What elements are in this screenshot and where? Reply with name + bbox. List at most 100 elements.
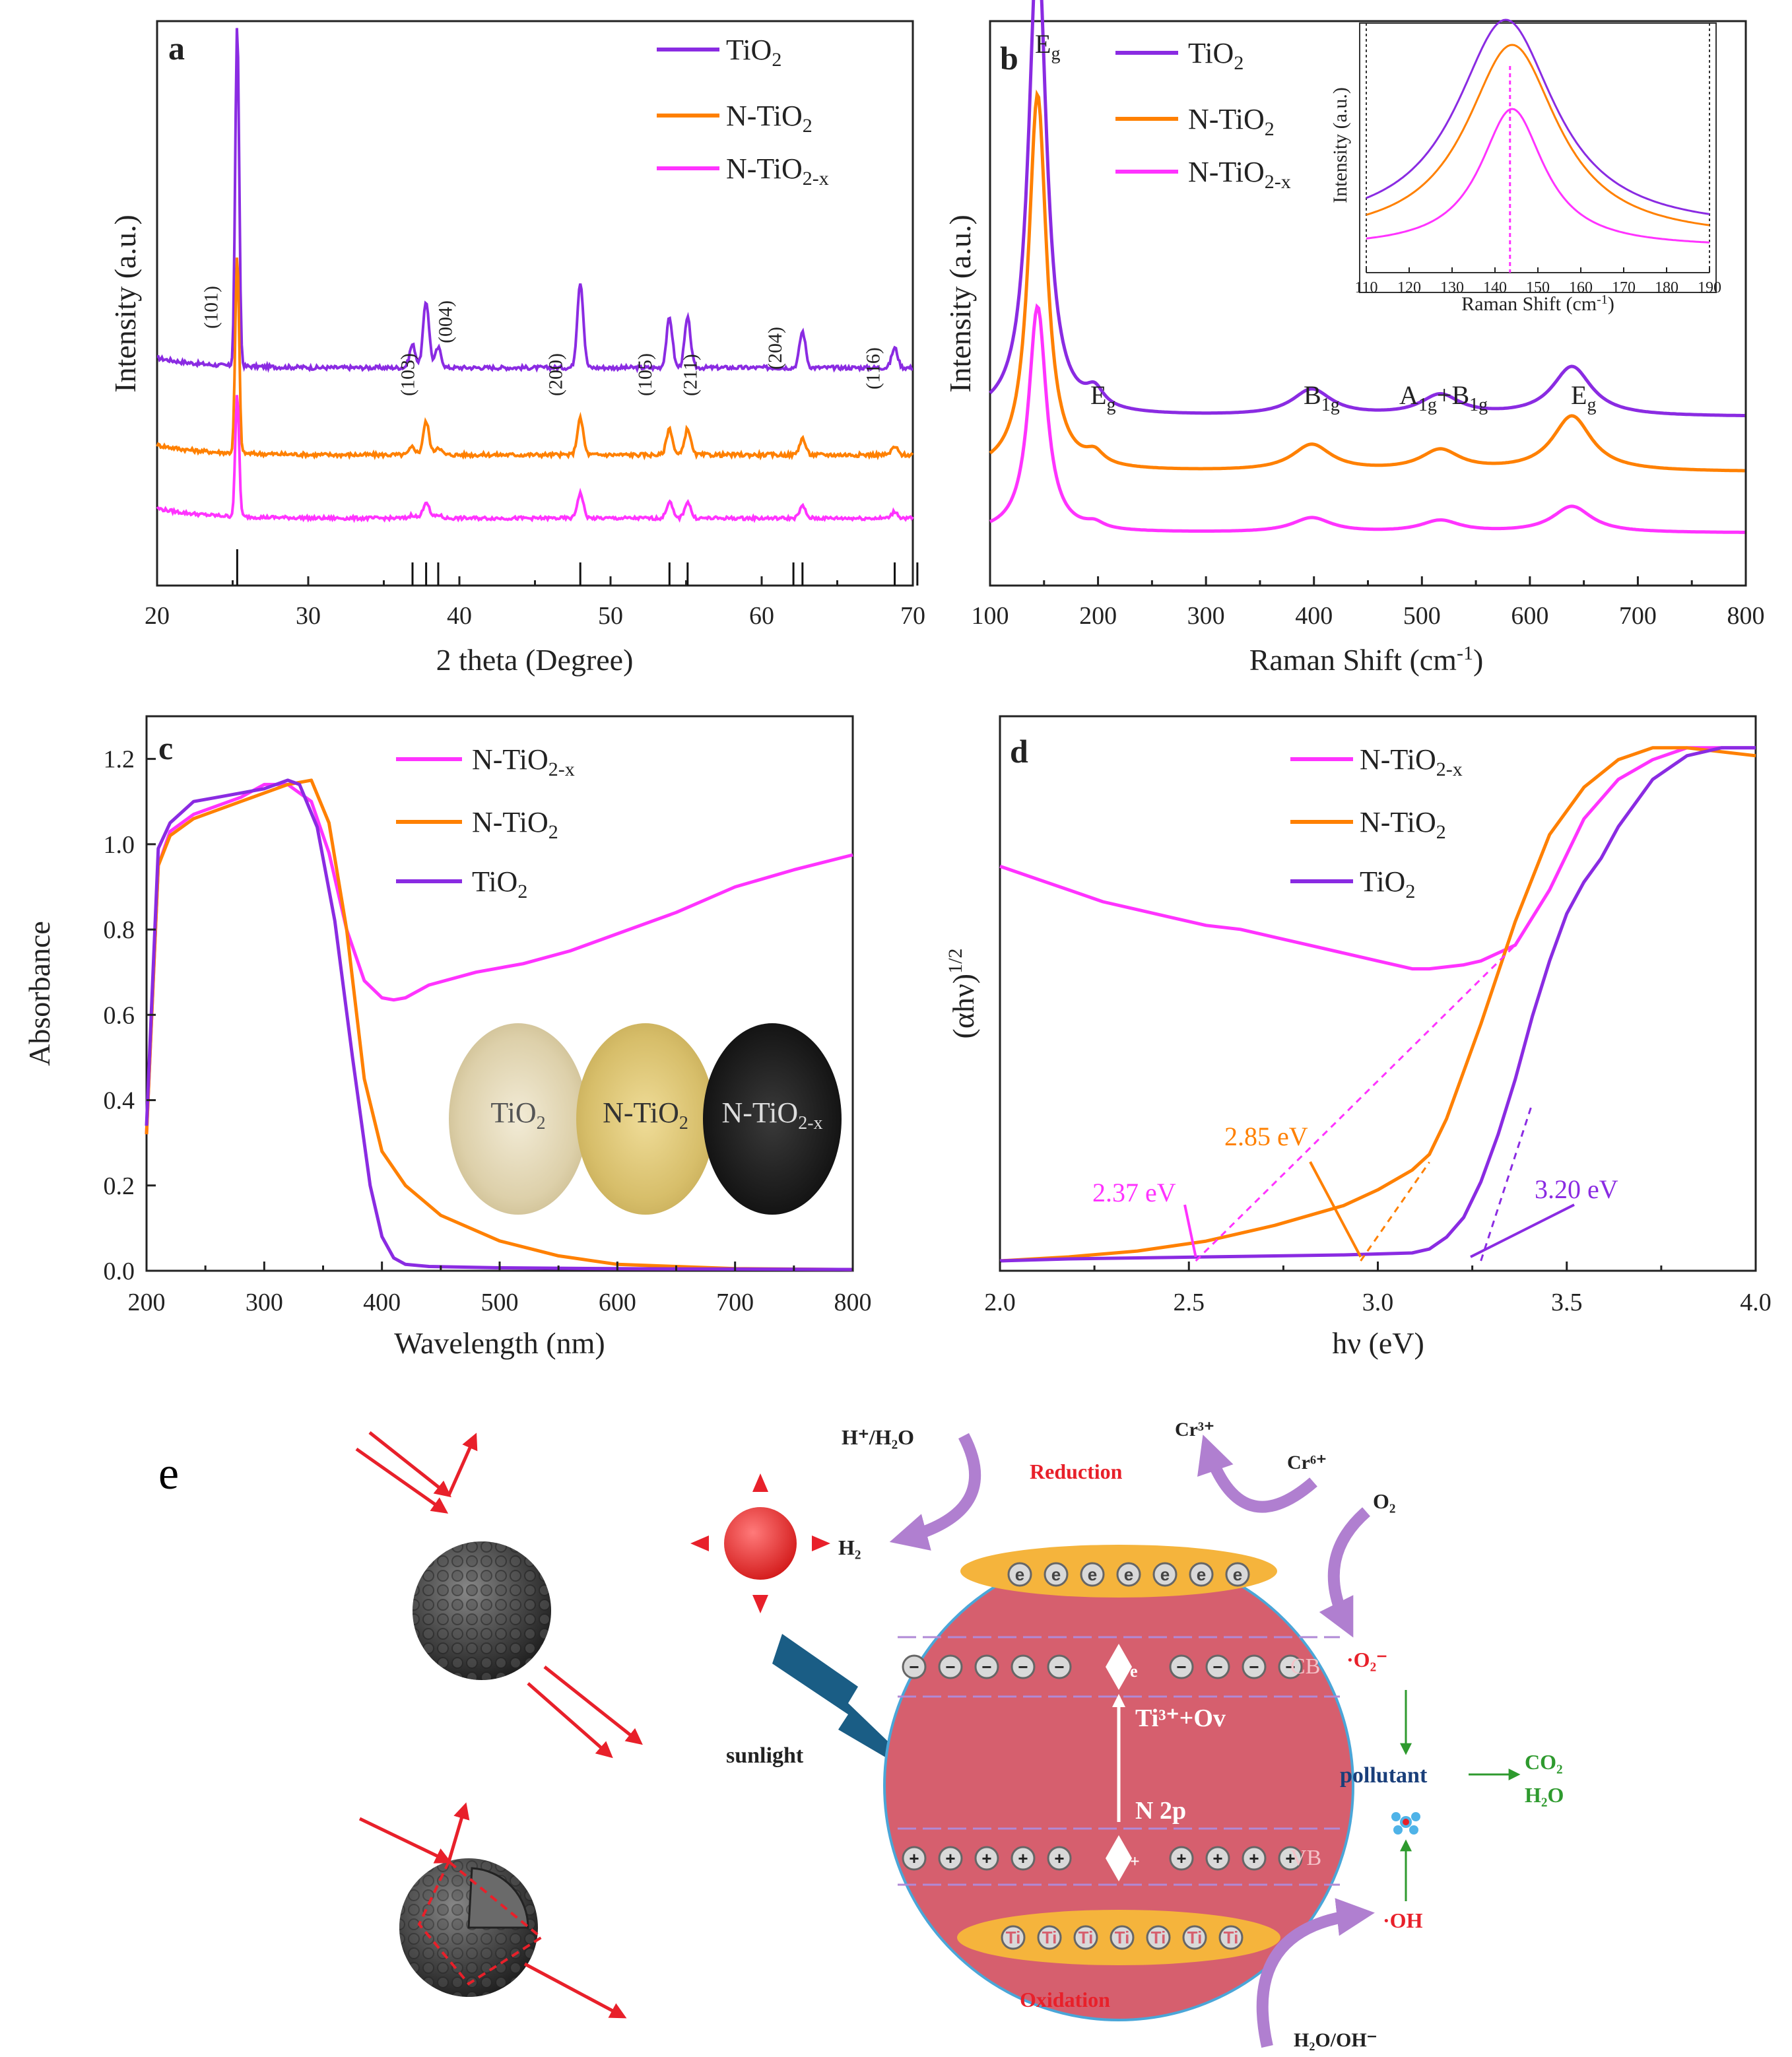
bandgap-label-ntio2: 2.85 eV — [1224, 1122, 1308, 1151]
charge-ball — [1044, 1562, 1069, 1587]
series-ntio2 — [999, 746, 1756, 1263]
charge-symbol: − — [1285, 1657, 1295, 1677]
x-tick-label: 600 — [599, 1289, 636, 1316]
charge-symbol: e — [1124, 1565, 1133, 1584]
peak-label: (200) — [545, 353, 567, 396]
panel-c-uvvis: c TiO2 N-TiO2 N-TiO2-x 200 300 400 500 600 70… — [22, 715, 872, 1360]
y-tick-label: 0.4 — [104, 1087, 135, 1115]
inset-x-tick-label: 180 — [1655, 279, 1678, 296]
sun-icon — [690, 1473, 830, 1613]
panel-b-series — [989, 0, 1745, 534]
panel-b-inset: 110 120 130 140 150 160 170 180 190 Intensity (a… — [1329, 18, 1721, 315]
charge-ball — [902, 1846, 927, 1871]
inset-ylabel: Intensity (a.u.) — [1329, 87, 1351, 203]
panel-a-reference-lines — [236, 549, 919, 586]
charge-ball — [974, 1846, 999, 1871]
y-tick-label: 0.6 — [104, 1001, 135, 1029]
mode-label-eg-2: Eg — [1090, 380, 1115, 415]
panel-c-x-ticks: 200 300 400 500 600 700 800 — [128, 1262, 872, 1316]
charge-symbol: Ti — [1006, 1928, 1021, 1947]
panel-e-mechanism: e — [158, 1419, 1564, 2051]
cr6-label: Cr⁶⁺ — [1287, 1452, 1327, 1473]
pollutant-molecule-icon — [1391, 1812, 1420, 1835]
x-tick-label: 700 — [716, 1289, 754, 1316]
peak-label: (103) — [397, 353, 418, 396]
charge-ball — [1205, 1654, 1230, 1679]
panel-b-x-ticks: 100 200 300 400 500 600 700 800 — [972, 576, 1765, 630]
charge-ball — [1007, 1562, 1032, 1587]
x-tick-label: 600 — [1511, 602, 1548, 630]
photo-tio2 — [449, 1023, 587, 1215]
series-ntio2x — [156, 395, 914, 523]
x-tick-label: 300 — [246, 1289, 283, 1316]
panel-a-label: a — [168, 30, 185, 67]
panel-a-ylabel: Intensity (a.u.) — [108, 215, 142, 393]
oh-oxidation-arrow — [1256, 1898, 1375, 2048]
inset-x-tick-label: 160 — [1569, 279, 1593, 296]
bandgap-label-ntio2x: 2.37 eV — [1092, 1178, 1176, 1207]
panel-d-tauc: d 2.0 2.5 3.0 3.5 4.0 2.37 eV2.85 eV3.20 eV … — [945, 715, 1772, 1360]
charge-symbol: + — [1054, 1848, 1064, 1868]
charge-symbol: e — [1160, 1565, 1170, 1584]
peak-label: (204) — [764, 327, 786, 370]
panel-c-legend: N-TiO2-x N-TiO2 TiO2 — [396, 743, 575, 902]
charge-symbol: + — [1212, 1848, 1222, 1868]
charge-symbol: − — [1054, 1657, 1064, 1677]
charge-symbol: Ti — [1224, 1928, 1239, 1947]
x-tick-label: 800 — [834, 1289, 872, 1316]
panel-b-label: b — [1000, 40, 1018, 77]
tangent-ntio2 — [1360, 1161, 1430, 1262]
panel-a-xlabel: 2 theta (Degree) — [436, 643, 634, 677]
panel-e-label: e — [158, 1448, 179, 1499]
x-tick-label: 100 — [972, 602, 1009, 630]
x-tick-label: 40 — [447, 602, 472, 630]
charge-ball — [1116, 1562, 1141, 1587]
x-tick-label: 2.0 — [984, 1289, 1016, 1316]
charge-symbol: e — [1233, 1565, 1242, 1584]
photo-label-tio2: TiO2 — [490, 1096, 545, 1133]
charge-ball — [1110, 1925, 1135, 1950]
peak-label: (211) — [680, 354, 702, 396]
series-ntio2 — [145, 778, 853, 1271]
inset-frame — [1359, 22, 1717, 293]
inset-x-tick-label: 190 — [1698, 279, 1721, 296]
charge-ball — [1205, 1846, 1230, 1871]
inset-xlabel: Raman Shift (cm-1) — [1461, 292, 1614, 315]
charge-ball — [974, 1654, 999, 1679]
panel-a-legend: TiO2 N-TiO2 N-TiO2-x — [657, 34, 829, 189]
panel-d-legend: N-TiO2-x N-TiO2 TiO2 — [1290, 743, 1463, 902]
panel-b-mode-labels: Eg Eg B1g A1g+B1g Eg — [1035, 29, 1596, 415]
mode-label-eg-1: Eg — [1035, 29, 1060, 64]
panel-d-xlabel: hν (eV) — [1332, 1326, 1424, 1360]
x-tick-label: 20 — [145, 602, 170, 630]
panel-b-legend: TiO2 N-TiO2 N-TiO2-x — [1115, 37, 1291, 193]
charge-symbol: + — [981, 1848, 991, 1868]
charge-ball — [1225, 1562, 1250, 1587]
panel-b-raman: b 100 200 300 400 500 600 700 800 Eg Eg B1g A1g… — [943, 0, 1765, 677]
panel-c-sample-photos: TiO2 N-TiO2 N-TiO2-x — [449, 1023, 842, 1215]
charge-symbol: + — [945, 1848, 955, 1868]
charge-ball — [1011, 1654, 1036, 1679]
series-tio2 — [145, 778, 853, 1271]
panel-c-label: c — [158, 729, 173, 766]
cr-reduction-arrow — [1197, 1434, 1317, 1513]
series-ntio2x — [989, 303, 1745, 534]
series-ntio2 — [156, 257, 914, 461]
x-tick-label: 500 — [1403, 602, 1441, 630]
hollow-sphere-illustration — [358, 1802, 627, 2019]
sunlight-label: sunlight — [726, 1743, 804, 1768]
oxidation-label: Oxidation — [1020, 1988, 1110, 2011]
inset-x-tick-label: 170 — [1612, 279, 1636, 296]
charge-symbol: e — [1088, 1565, 1097, 1584]
charge-symbol: + — [1249, 1848, 1259, 1868]
charge-symbol: + — [1285, 1848, 1295, 1868]
y-tick-label: 1.2 — [104, 746, 135, 774]
vb-hole-symbol: + — [1130, 1852, 1140, 1871]
charge-ball — [1218, 1925, 1244, 1950]
mode-label-eg-3: Eg — [1571, 380, 1596, 415]
series-ntio2x — [145, 782, 853, 1135]
legend-label-ntio2x: N-TiO2-x — [1188, 156, 1291, 193]
inset-series — [1366, 18, 1710, 273]
legend-label-tio2: TiO2 — [1360, 865, 1415, 902]
inset-series-ntio2 — [1366, 44, 1710, 226]
